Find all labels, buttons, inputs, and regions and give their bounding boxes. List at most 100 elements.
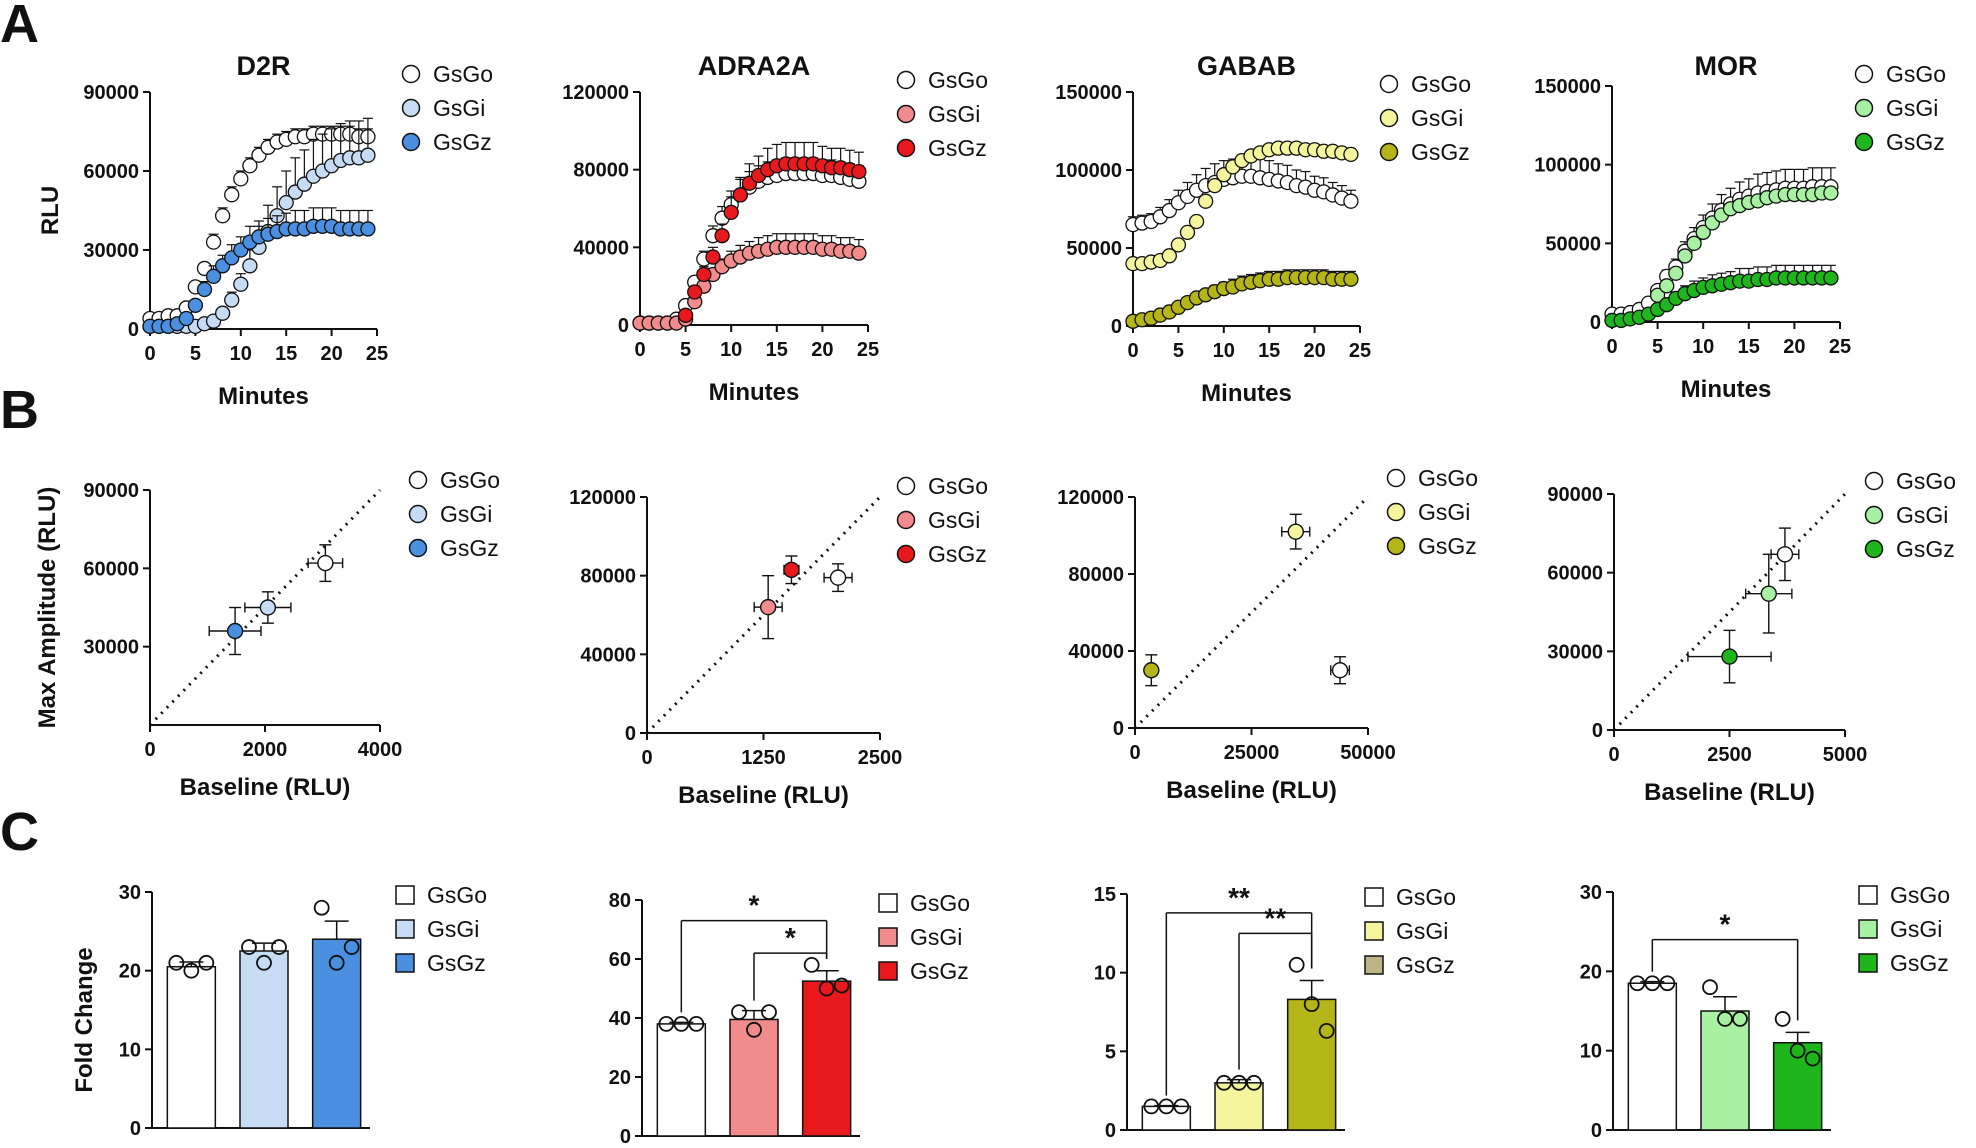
b-gabab-point-gsgz (1143, 662, 1160, 679)
c-adra2a-legend-swatch-gsgz (878, 961, 898, 981)
b-d2r-legend-label-gsgo: GsGo (440, 467, 500, 493)
c-adra2a-significance-label: * (749, 890, 760, 921)
b-mor-legend-label-gsgi: GsGi (1896, 502, 1948, 528)
c-adra2a-replicate-point-gsgo (688, 1016, 705, 1032)
b-gabab-y-tick-label: 80000 (1068, 564, 1124, 586)
a-gabab-x-tick-label: 20 (1303, 340, 1325, 362)
b-mor-point-gsgz (1721, 648, 1738, 665)
b-d2r-y-tick-label: 30000 (83, 637, 139, 659)
c-d2r-bar-gsgo (166, 965, 217, 1129)
c-mor-replicate-point-gsgz (1774, 1011, 1791, 1027)
a-d2r-legend-marker-gsgz (401, 132, 421, 152)
a-adra2a-point-gsgz (723, 204, 739, 221)
a-adra2a-point-gsgz (851, 163, 867, 180)
a-d2r-y-tick-label: 60000 (83, 161, 139, 183)
b-d2r-y-tick-label: 60000 (83, 558, 139, 580)
a-d2r-x-tick-label: 25 (366, 343, 388, 365)
b-gabab-legend-marker-gsgo (1386, 468, 1406, 488)
a-d2r-point-gsgi (224, 292, 240, 308)
a-gabab-point-gsgi (1161, 248, 1177, 264)
a-gabab-point-gsgi (1170, 237, 1187, 253)
a-gabab-y-tick-label: 100000 (1055, 160, 1122, 182)
c-mor-replicate-point-gsgi (1732, 1011, 1748, 1027)
a-adra2a-y-tick-label: 40000 (573, 237, 629, 259)
c-adra2a-replicate-point-gsgi (761, 1004, 777, 1020)
a-d2r-y-label: RLU (37, 186, 64, 235)
c-gabab-legend-swatch-gsgz (1364, 955, 1384, 975)
a-d2r-legend-marker-gsgi (401, 98, 421, 118)
a-mor-point-gsgi (1823, 185, 1839, 201)
a-gabab-point-gsgi (1179, 224, 1196, 241)
a-mor-y-tick-label: 0 (1590, 312, 1601, 334)
c-gabab-significance-label: ** (1228, 882, 1250, 913)
a-adra2a-y-tick-label: 80000 (573, 160, 629, 182)
b-d2r-x-tick-label: 2000 (243, 739, 288, 761)
b-mor-x-tick-label: 0 (1608, 744, 1619, 766)
a-mor-legend-marker-gsgo (1854, 64, 1874, 84)
b-mor-legend-marker-gsgi (1864, 505, 1884, 525)
a-mor-y-tick-label: 50000 (1545, 233, 1601, 255)
a-adra2a-legend-label-gsgz: GsGz (928, 135, 987, 161)
a-d2r-x-tick-label: 20 (320, 343, 342, 365)
c-gabab-replicate-point-gsgi (1246, 1074, 1262, 1091)
c-adra2a-replicate-point-gsgo (658, 1016, 675, 1032)
a-mor-point-gsgi (1686, 235, 1702, 251)
c-adra2a-significance-label: * (785, 922, 796, 953)
a-mor-legend-label-gsgz: GsGz (1886, 129, 1945, 155)
b-adra2a-legend-marker-gsgi (896, 510, 916, 530)
c-gabab-replicate-point-gsgo (1143, 1098, 1160, 1115)
c-mor-replicate-point-gsgi (1717, 1011, 1733, 1027)
c-d2r-replicate-point-gsgo (198, 954, 215, 971)
b-adra2a-y-tick-label: 120000 (569, 487, 636, 509)
b-d2r-legend-label-gsgi: GsGi (440, 501, 492, 527)
a-d2r-point-gsgi (242, 258, 258, 274)
c-d2r-replicate-point-gsgz (343, 939, 360, 955)
b-mor-x-tick-label: 2500 (1707, 744, 1752, 766)
b-adra2a-identity-line (645, 495, 882, 735)
b-mor-point-gsgo (1776, 546, 1794, 563)
c-d2r-replicate-point-gsgo (168, 954, 185, 971)
b-gabab-x-tick-label: 25000 (1224, 742, 1280, 764)
b-mor-x-tick-label: 5000 (1823, 744, 1868, 766)
a-d2r-point-gsgi (233, 276, 249, 292)
a-adra2a-point-gsgi (851, 245, 867, 261)
a-adra2a-y-tick-label: 120000 (562, 82, 629, 104)
c-gabab-replicate-point-gsgi (1231, 1074, 1247, 1091)
a-gabab-point-gsgi (1207, 177, 1223, 194)
c-mor-replicate-point-gsgo (1629, 975, 1646, 992)
a-mor-x-label: Minutes (1681, 376, 1772, 403)
b-gabab-legend-label-gsgz: GsGz (1418, 533, 1477, 559)
b-mor-y-tick-label: 0 (1592, 720, 1603, 742)
a-adra2a-legend-marker-gsgo (896, 70, 916, 90)
c-gabab-replicate-point-gsgi (1216, 1074, 1232, 1091)
a-mor-x-tick-label: 5 (1652, 336, 1663, 358)
b-mor-legend-label-gsgz: GsGz (1896, 536, 1955, 562)
a-mor-legend-marker-gsgi (1854, 98, 1874, 118)
b-mor-legend-label-gsgo: GsGo (1896, 468, 1956, 494)
a-mor-x-tick-label: 0 (1606, 336, 1617, 358)
c-gabab-replicate-point-gsgz (1288, 956, 1305, 973)
a-adra2a-legend-label-gsgo: GsGo (928, 67, 988, 93)
c-adra2a-bar-gsgi (729, 1018, 779, 1137)
b-mor-x-label: Baseline (RLU) (1644, 779, 1815, 806)
b-gabab-legend-marker-gsgi (1386, 502, 1406, 522)
c-adra2a-replicate-point-gsgz (833, 977, 850, 994)
a-gabab-point-gsgi (1343, 146, 1359, 163)
c-gabab-y-tick-label: 5 (1105, 1041, 1116, 1063)
b-d2r-legend-marker-gsgo (408, 470, 428, 490)
c-adra2a-replicate-point-gsgo (673, 1016, 690, 1032)
c-mor-legend-label-gsgz: GsGz (1890, 950, 1949, 976)
a-mor-point-gsgi (1695, 224, 1711, 240)
a-d2r-point-gsgz (178, 310, 194, 327)
b-gabab-legend-label-gsgo: GsGo (1418, 465, 1478, 491)
c-adra2a-replicate-point-gsgz (818, 980, 835, 997)
b-mor-y-tick-label: 90000 (1547, 484, 1603, 506)
c-mor-replicate-point-gsgi (1702, 979, 1718, 996)
c-adra2a-legend-label-gsgi: GsGi (910, 924, 962, 950)
c-adra2a-legend-label-gsgo: GsGo (910, 890, 970, 916)
a-adra2a-x-tick-label: 20 (811, 339, 833, 361)
b-adra2a-point-gsgi (759, 598, 777, 616)
c-mor-y-tick-label: 0 (1591, 1120, 1602, 1142)
a-d2r-point-gsgi (278, 194, 294, 211)
